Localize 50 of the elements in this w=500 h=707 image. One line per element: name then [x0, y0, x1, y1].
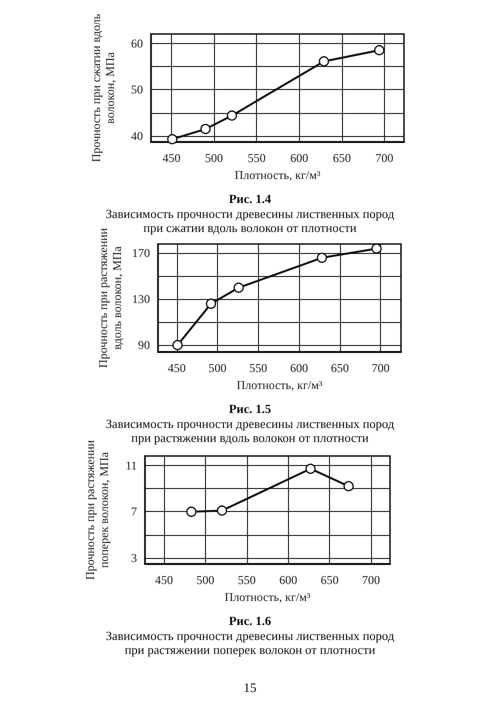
- y-tick-label: 7: [131, 504, 137, 519]
- text: Рис. 1.5: [228, 402, 272, 416]
- x-tick-label: 650: [320, 573, 339, 587]
- y-tick-label: 90: [138, 338, 150, 352]
- x-tick-label: 500: [205, 151, 224, 165]
- x-tick-label: 450: [168, 361, 186, 375]
- point: [206, 298, 216, 309]
- x-tick-label: 600: [290, 361, 308, 375]
- y-tick-label: 40: [131, 128, 143, 143]
- x-tick-label: 700: [375, 151, 394, 165]
- text: Зависимость прочности древесины лиственных пород при растяжении поперек волокон от плотности: [105, 629, 395, 657]
- x-tick-label: 500: [208, 361, 227, 375]
- point: [200, 124, 211, 134]
- y-axis-title: Прочность при сжатии вдоль волокон, МПа: [89, 13, 117, 163]
- x-tick-label: 600: [279, 573, 298, 587]
- x-tick-label: 650: [330, 361, 349, 375]
- x-axis-title: Плотность, кг/м³: [224, 590, 311, 604]
- point: [216, 505, 228, 516]
- x-axis-title: Плотность, кг/м³: [236, 378, 323, 392]
- point: [318, 56, 330, 66]
- text: Рис. 1.6: [228, 614, 272, 628]
- y-tick-label: 3: [131, 551, 137, 566]
- y-tick-label: 130: [132, 292, 150, 306]
- x-tick-label: 700: [362, 573, 380, 587]
- x-tick-label: 550: [238, 573, 256, 587]
- y-tick-label: 50: [131, 82, 143, 97]
- x-tick-label: 450: [162, 151, 180, 165]
- y-tick-label: 60: [131, 36, 143, 50]
- text: Рис. 1.4: [228, 192, 272, 206]
- x-tick-label: 600: [290, 151, 308, 165]
- point: [305, 464, 316, 474]
- y-tick-label: 170: [132, 246, 150, 260]
- y-tick-label: 11: [125, 458, 137, 472]
- point: [371, 243, 382, 254]
- point: [172, 340, 183, 350]
- point: [226, 110, 238, 121]
- x-tick-label: 550: [248, 151, 266, 165]
- x-axis-title: Плотность, кг/м³: [234, 168, 321, 182]
- x-tick-label: 650: [332, 151, 351, 165]
- x-tick-label: 550: [249, 361, 268, 375]
- x-tick-label: 450: [155, 573, 174, 587]
- text: 15: [242, 680, 258, 696]
- x-tick-label: 500: [196, 573, 214, 587]
- point: [316, 252, 328, 263]
- point: [343, 481, 354, 492]
- x-tick-label: 700: [372, 361, 390, 375]
- point: [374, 45, 384, 56]
- point: [234, 282, 244, 293]
- point: [186, 506, 196, 517]
- point: [167, 134, 178, 144]
